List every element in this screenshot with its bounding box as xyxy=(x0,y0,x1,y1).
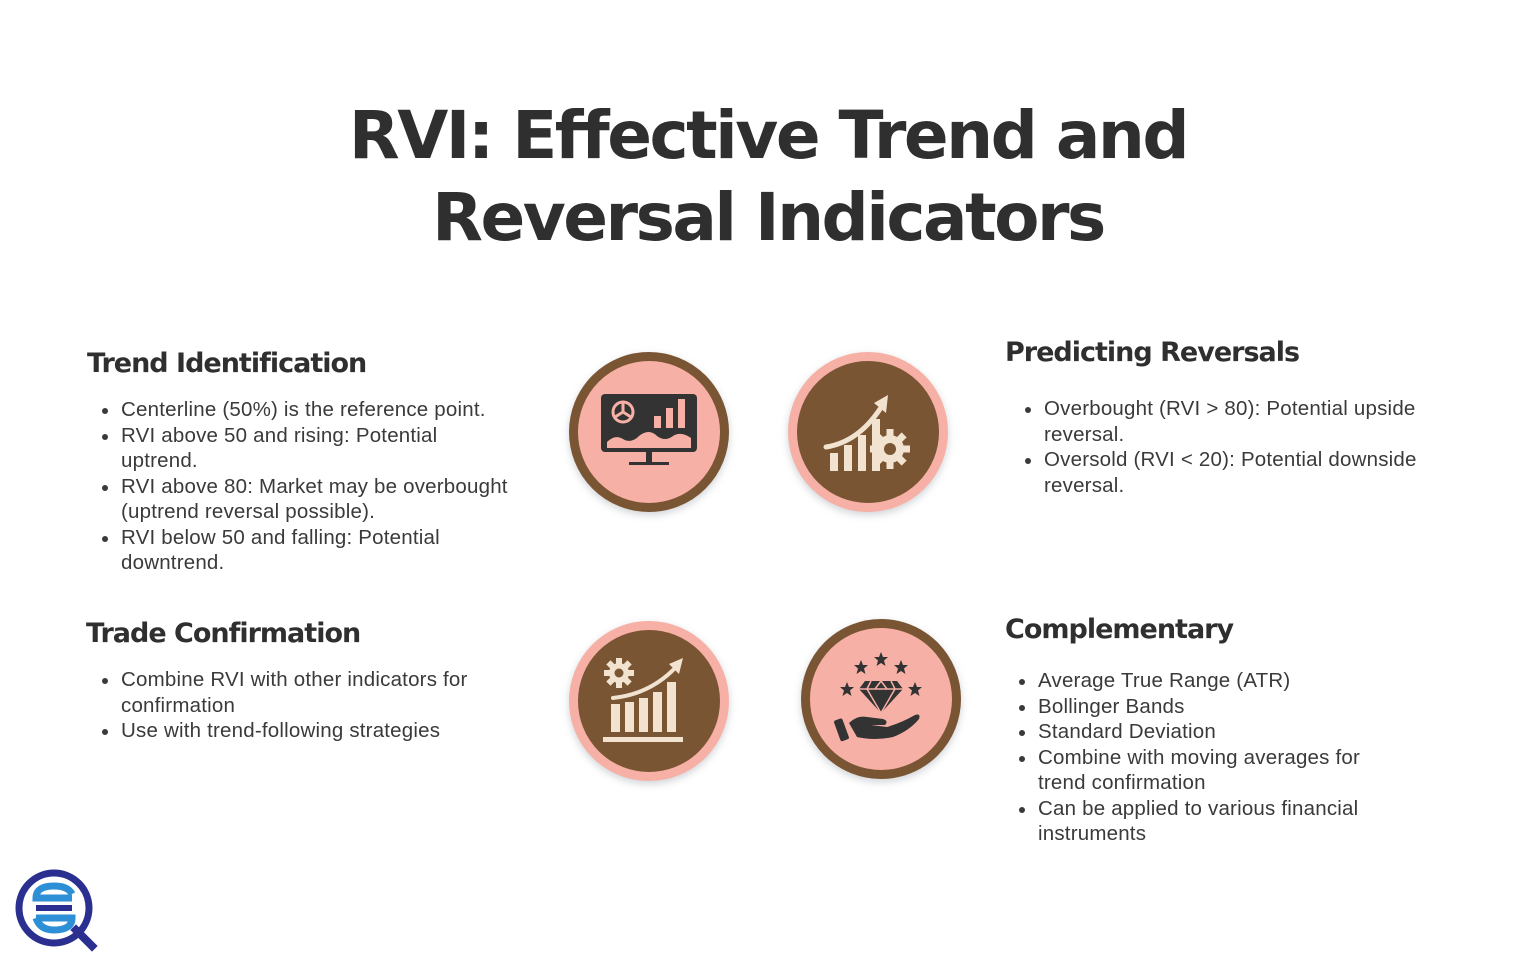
section-heading: Trade Confirmation xyxy=(86,618,361,649)
list-item: Overbought (RVI > 80): Potential upside … xyxy=(1025,396,1439,447)
badge-trend-identification xyxy=(569,352,729,512)
list-item: RVI above 80: Market may be overbought (… xyxy=(102,474,521,525)
list-item: RVI below 50 and falling: Potential down… xyxy=(102,525,466,576)
section-heading: Complementary xyxy=(1005,614,1234,645)
list-item: Combine RVI with other indicators for co… xyxy=(102,667,496,718)
badge-complementary xyxy=(801,619,961,779)
list-item: Can be applied to various financial inst… xyxy=(1019,796,1398,847)
list-item: Oversold (RVI < 20): Potential downside … xyxy=(1025,447,1439,498)
badge-predicting-reversals xyxy=(788,352,948,512)
monitor-dashboard-icon xyxy=(601,394,697,465)
list-item: Centerline (50%) is the reference point. xyxy=(102,397,537,423)
gear-bar-chart-arrow-icon xyxy=(603,658,683,742)
section-predicting-reversals: Predicting Reversals Overbought (RVI > 8… xyxy=(1005,336,1465,498)
section-trade-confirmation: Trade Confirmation Combine RVI with othe… xyxy=(86,617,526,744)
list-item: Combine with moving averages for trend c… xyxy=(1019,745,1398,796)
list-item: Use with trend-following strategies xyxy=(102,718,526,744)
page-title-line-2: Reversal Indicators xyxy=(432,179,1106,256)
page-title: RVI: Effective Trend and Reversal Indica… xyxy=(0,95,1536,259)
growth-chart-gear-icon xyxy=(823,395,910,471)
list-item: RVI above 50 and rising: Potential uptre… xyxy=(102,423,461,474)
bullet-list: Overbought (RVI > 80): Potential upside … xyxy=(1005,396,1465,498)
hand-diamond-stars-icon xyxy=(834,652,922,742)
page-title-line-1: RVI: Effective Trend and xyxy=(348,97,1190,174)
section-heading: Trend Identification xyxy=(87,348,367,379)
bullet-list: Centerline (50%) is the reference point.… xyxy=(87,397,537,576)
bullet-list: Average True Range (ATR) Bollinger Bands… xyxy=(1005,668,1425,847)
list-item: Average True Range (ATR) xyxy=(1019,668,1425,694)
badge-trade-confirmation xyxy=(569,621,729,781)
section-complementary: Complementary Average True Range (ATR) B… xyxy=(1005,613,1425,847)
section-heading: Predicting Reversals xyxy=(1005,337,1300,368)
brand-logo xyxy=(14,868,98,952)
sq-magnifier-logo-icon xyxy=(15,869,98,952)
bullet-list: Combine RVI with other indicators for co… xyxy=(86,667,526,744)
list-item: Bollinger Bands xyxy=(1019,694,1425,720)
section-trend-identification: Trend Identification Centerline (50%) is… xyxy=(87,347,537,576)
list-item: Standard Deviation xyxy=(1019,719,1425,745)
